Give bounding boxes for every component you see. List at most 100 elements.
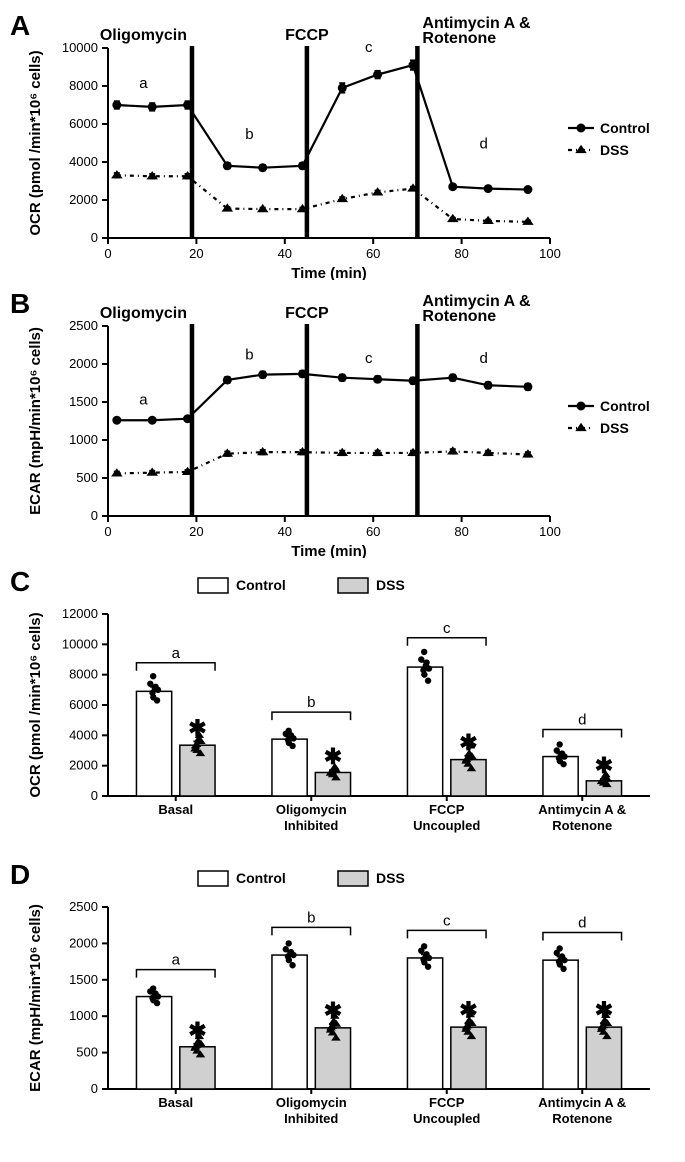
svg-text:b: b <box>307 694 315 711</box>
legend-dss: DSS <box>600 142 629 158</box>
svg-text:Time (min): Time (min) <box>291 543 367 558</box>
bar-control <box>136 997 171 1089</box>
svg-text:10000: 10000 <box>62 40 98 55</box>
category-label: Oligomycin <box>276 1095 347 1110</box>
category-label: FCCP <box>429 1095 465 1110</box>
svg-text:1000: 1000 <box>69 432 98 447</box>
svg-text:0: 0 <box>91 508 98 523</box>
svg-text:c: c <box>443 912 451 929</box>
panel-label-B: B <box>10 288 30 320</box>
svg-text:40: 40 <box>278 524 292 539</box>
svg-text:0: 0 <box>91 230 98 245</box>
svg-text:b: b <box>245 346 253 363</box>
svg-text:OCR (pmol /min*10⁶ cells): OCR (pmol /min*10⁶ cells) <box>27 50 44 235</box>
category-label: Uncoupled <box>413 1111 480 1126</box>
panel-label-C: C <box>10 566 30 598</box>
significance-star: ✱ <box>595 753 613 778</box>
svg-text:2500: 2500 <box>69 318 98 333</box>
svg-text:c: c <box>365 39 373 56</box>
panel-label-A: A <box>10 10 30 42</box>
category-label: Inhibited <box>284 1111 338 1126</box>
category-label: Rotenone <box>552 1111 612 1126</box>
significance-star: ✱ <box>459 997 477 1022</box>
svg-text:d: d <box>578 712 586 729</box>
svg-text:c: c <box>365 350 373 367</box>
figure: A 0200040006000800010000020406080100Time… <box>10 10 675 1144</box>
svg-text:2000: 2000 <box>69 192 98 207</box>
panel-C: C 020004000600080001000012000OCR (pmol /… <box>10 566 675 851</box>
panel-D: D 05001000150020002500ECAR (mpH/min*10⁶ … <box>10 859 675 1144</box>
svg-text:2000: 2000 <box>69 356 98 371</box>
svg-text:0: 0 <box>91 788 98 803</box>
svg-text:8000: 8000 <box>69 667 98 682</box>
svg-text:d: d <box>578 915 586 932</box>
svg-text:a: a <box>172 952 181 969</box>
legend-control: Control <box>236 577 286 593</box>
chart-A: 0 2000 4000 6000 8000 10000 0 20 40 60 80 100 Time (… <box>10 10 675 280</box>
svg-text:0: 0 <box>91 1081 98 1096</box>
category-label: Basal <box>158 802 193 817</box>
svg-text:b: b <box>245 126 253 143</box>
label-fccp: FCCP <box>285 305 329 322</box>
bar-control <box>407 958 442 1089</box>
svg-text:ECAR (mpH/min*10⁶ cells): ECAR (mpH/min*10⁶ cells) <box>27 904 44 1092</box>
svg-text:100: 100 <box>539 246 561 261</box>
svg-text:8000: 8000 <box>69 78 98 93</box>
svg-text:Time (min): Time (min) <box>291 265 367 280</box>
svg-text:500: 500 <box>76 1045 98 1060</box>
svg-text:100: 100 <box>539 524 561 539</box>
svg-text:2500: 2500 <box>69 899 98 914</box>
svg-text:OCR (pmol /min*10⁶ cells): OCR (pmol /min*10⁶ cells) <box>27 612 44 797</box>
category-label: FCCP <box>429 802 465 817</box>
legend-control: Control <box>600 120 650 136</box>
bar-dss <box>315 1028 350 1089</box>
svg-text:4000: 4000 <box>69 154 98 169</box>
panel-A: A 0 2000 4000 6000 8000 10000 0 20 40 60 80 100 Time… <box>10 10 675 280</box>
legend-dss: DSS <box>376 577 405 593</box>
svg-text:d: d <box>480 350 488 367</box>
label-fccp: FCCP <box>285 27 329 44</box>
category-label: Inhibited <box>284 818 338 833</box>
significance-star: ✱ <box>188 1018 206 1043</box>
svg-text:a: a <box>139 391 148 408</box>
category-label: Basal <box>158 1095 193 1110</box>
svg-text:60: 60 <box>366 246 380 261</box>
label-rotenone: Rotenone <box>422 308 496 325</box>
bar-control <box>407 667 442 796</box>
legend-control: Control <box>600 398 650 414</box>
svg-text:d: d <box>480 136 488 153</box>
svg-text:0: 0 <box>104 246 111 261</box>
bar-control <box>272 739 307 796</box>
svg-text:60: 60 <box>366 524 380 539</box>
svg-text:2000: 2000 <box>69 758 98 773</box>
bar-control <box>543 960 578 1089</box>
category-label: Uncoupled <box>413 818 480 833</box>
svg-text:ECAR (mpH/min*10⁶ cells): ECAR (mpH/min*10⁶ cells) <box>27 327 44 515</box>
label-oligomycin: Oligomycin <box>100 305 187 322</box>
category-label: Antimycin A & <box>538 1095 626 1110</box>
svg-text:b: b <box>307 909 315 926</box>
svg-text:12000: 12000 <box>62 606 98 621</box>
svg-text:1000: 1000 <box>69 1008 98 1023</box>
chart-B: 05001000150020002500020406080100Time (mi… <box>10 288 675 558</box>
svg-text:0: 0 <box>104 524 111 539</box>
svg-text:80: 80 <box>454 524 468 539</box>
bar-dss <box>451 1027 486 1089</box>
svg-text:20: 20 <box>189 524 203 539</box>
svg-text:6000: 6000 <box>69 116 98 131</box>
svg-text:500: 500 <box>76 470 98 485</box>
panel-B: B 05001000150020002500020406080100Time (… <box>10 288 675 558</box>
significance-star: ✱ <box>459 730 477 755</box>
svg-text:10000: 10000 <box>62 636 98 651</box>
chart-D: 0 500 1000 1500 2000 2500 ECAR (mpH/min*10⁶ ce… <box>10 859 675 1144</box>
svg-text:2000: 2000 <box>69 935 98 950</box>
significance-star: ✱ <box>324 744 342 769</box>
svg-text:1500: 1500 <box>69 972 98 987</box>
svg-text:80: 80 <box>454 246 468 261</box>
svg-text:20: 20 <box>189 246 203 261</box>
label-oligomycin: Oligomycin <box>100 27 187 44</box>
label-rotenone: Rotenone <box>422 30 496 47</box>
legend-dss: DSS <box>376 870 405 886</box>
svg-text:40: 40 <box>278 246 292 261</box>
svg-text:c: c <box>443 620 451 637</box>
